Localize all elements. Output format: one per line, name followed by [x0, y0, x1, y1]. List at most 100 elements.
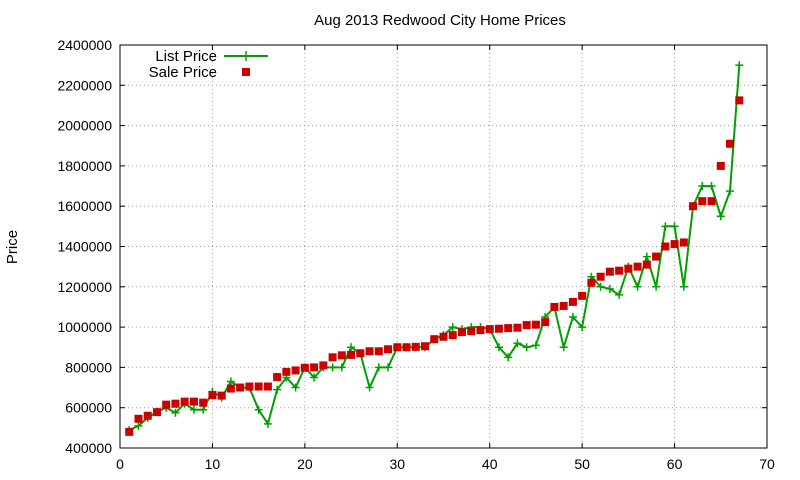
- data-point-sale-price: [522, 321, 531, 330]
- data-point-sale-price: [467, 327, 476, 336]
- data-point-sale-price: [328, 353, 337, 362]
- data-point-sale-price: [199, 398, 208, 407]
- data-point-sale-price: [624, 264, 633, 273]
- data-point-sale-price: [485, 325, 494, 334]
- x-tick-label: 60: [667, 456, 683, 472]
- data-point-list-price: [633, 282, 642, 291]
- data-point-list-price: [199, 405, 208, 414]
- data-point-list-price: [531, 341, 540, 350]
- data-point-sale-price: [384, 345, 393, 354]
- data-point-sale-price: [162, 400, 171, 409]
- data-point-sale-price: [254, 382, 263, 391]
- data-point-sale-price: [208, 391, 217, 400]
- data-point-sale-price: [448, 331, 457, 340]
- data-point-list-price: [522, 343, 531, 352]
- legend-label-sale-price: Sale Price: [149, 64, 217, 81]
- data-point-list-price: [605, 284, 614, 293]
- data-point-sale-price: [125, 427, 134, 436]
- data-point-sale-price: [319, 361, 328, 370]
- data-point-sale-price: [652, 252, 661, 261]
- data-point-list-price: [273, 385, 282, 394]
- data-point-sale-price: [393, 343, 402, 352]
- data-point-list-price: [384, 363, 393, 372]
- y-tick-label: 400000: [65, 440, 112, 456]
- axis-ticks: 0 10 20 30 40 50 60 70 400000 600000 800000 1000000…: [57, 37, 775, 472]
- data-point-list-price: [698, 182, 707, 191]
- data-point-list-price: [596, 282, 605, 291]
- data-point-list-price: [291, 383, 300, 392]
- y-tick-label: 2200000: [57, 77, 112, 93]
- y-tick-label: 600000: [65, 400, 112, 416]
- series-list-price: [125, 61, 744, 435]
- x-tick-label: 0: [116, 456, 124, 472]
- x-tick-label: 70: [759, 456, 775, 472]
- data-point-list-price: [716, 212, 725, 221]
- data-point-list-price: [726, 187, 735, 196]
- data-point-sale-price: [661, 242, 670, 251]
- data-point-list-price: [652, 282, 661, 291]
- x-tick-label: 10: [205, 456, 221, 472]
- data-point-list-price: [513, 339, 522, 348]
- data-point-list-price: [494, 343, 503, 352]
- data-point-sale-price: [402, 343, 411, 352]
- data-point-sale-price: [504, 324, 513, 333]
- legend-label-list-price: List Price: [155, 48, 217, 65]
- data-point-sale-price: [550, 302, 559, 311]
- data-point-sale-price: [439, 332, 448, 341]
- data-point-sale-price: [291, 366, 300, 375]
- data-point-list-price: [559, 343, 568, 352]
- data-point-list-price: [226, 377, 235, 386]
- data-point-sale-price: [152, 408, 161, 417]
- data-point-list-price: [365, 383, 374, 392]
- data-point-list-price: [448, 323, 457, 332]
- data-point-list-price: [661, 222, 670, 231]
- data-point-sale-price: [374, 347, 383, 356]
- data-point-sale-price: [273, 373, 282, 382]
- data-point-sale-price: [476, 326, 485, 335]
- y-tick-label: 2000000: [57, 118, 112, 134]
- series-layer: [125, 61, 744, 436]
- legend-marker-sale-price: [242, 68, 250, 76]
- legend-marker-list-price: [241, 51, 251, 61]
- data-point-list-price: [134, 421, 143, 430]
- data-point-sale-price: [171, 399, 180, 408]
- data-point-sale-price: [180, 397, 189, 406]
- data-point-list-price: [328, 363, 337, 372]
- data-point-sale-price: [726, 139, 735, 148]
- data-point-sale-price: [263, 382, 272, 391]
- data-point-sale-price: [134, 414, 143, 423]
- data-point-sale-price: [347, 350, 356, 359]
- series-line-list-price: [128, 65, 741, 432]
- data-point-sale-price: [642, 260, 651, 269]
- data-point-sale-price: [689, 202, 698, 211]
- data-point-sale-price: [633, 262, 642, 271]
- y-tick-label: 1400000: [57, 239, 112, 255]
- data-point-sale-price: [568, 297, 577, 306]
- data-point-sale-price: [541, 318, 550, 327]
- data-point-sale-price: [337, 351, 346, 360]
- y-tick-label: 2400000: [57, 37, 112, 53]
- y-tick-label: 1600000: [57, 198, 112, 214]
- data-point-list-price: [670, 222, 679, 231]
- legend: List Price Sale Price: [149, 48, 268, 81]
- data-point-sale-price: [605, 267, 614, 276]
- data-point-list-price: [615, 290, 624, 299]
- data-point-list-price: [254, 405, 263, 414]
- chart-title: Aug 2013 Redwood City Home Prices: [314, 12, 566, 29]
- x-tick-label: 40: [482, 456, 498, 472]
- series-sale-price: [125, 96, 744, 436]
- data-point-sale-price: [707, 197, 716, 206]
- data-point-list-price: [337, 363, 346, 372]
- data-point-list-price: [374, 363, 383, 372]
- data-point-list-price: [642, 252, 651, 261]
- data-point-sale-price: [457, 328, 466, 337]
- y-tick-label: 1200000: [57, 279, 112, 295]
- grid: [120, 45, 767, 448]
- data-point-sale-price: [670, 240, 679, 249]
- data-point-list-price: [707, 182, 716, 191]
- data-point-sale-price: [531, 320, 540, 329]
- data-point-sale-price: [282, 367, 291, 376]
- data-point-sale-price: [411, 342, 420, 351]
- y-axis-label: Price: [4, 230, 21, 264]
